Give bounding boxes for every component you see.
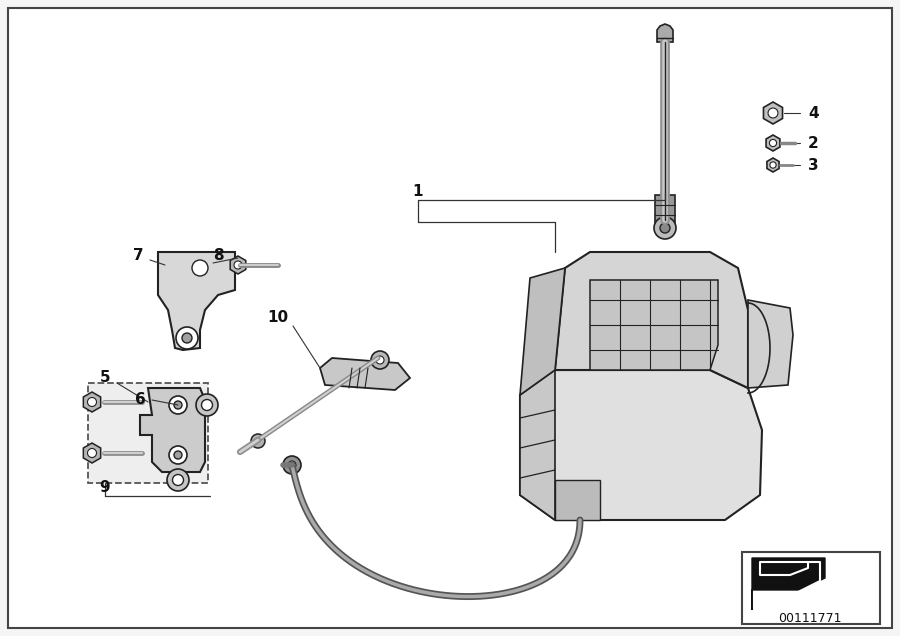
- Circle shape: [192, 260, 208, 276]
- Polygon shape: [84, 443, 101, 463]
- Polygon shape: [748, 300, 793, 388]
- Circle shape: [167, 469, 189, 491]
- Text: 3: 3: [808, 158, 819, 172]
- Circle shape: [173, 474, 184, 485]
- Circle shape: [169, 446, 187, 464]
- Polygon shape: [84, 392, 101, 412]
- Bar: [88, 383, 208, 483]
- Polygon shape: [763, 102, 782, 124]
- Polygon shape: [657, 24, 673, 42]
- Circle shape: [376, 356, 384, 364]
- Polygon shape: [555, 480, 600, 520]
- Text: 7: 7: [132, 247, 143, 263]
- Circle shape: [182, 333, 192, 343]
- Text: 9: 9: [100, 481, 111, 495]
- Circle shape: [176, 327, 198, 349]
- Polygon shape: [555, 252, 748, 388]
- Bar: [655, 195, 675, 225]
- Circle shape: [87, 448, 96, 457]
- Polygon shape: [158, 252, 235, 350]
- Circle shape: [169, 396, 187, 414]
- Circle shape: [660, 223, 670, 233]
- Circle shape: [174, 451, 182, 459]
- Circle shape: [234, 261, 242, 269]
- Polygon shape: [320, 358, 410, 390]
- Polygon shape: [520, 370, 762, 520]
- Circle shape: [174, 401, 182, 409]
- Polygon shape: [590, 280, 718, 370]
- Circle shape: [202, 399, 212, 410]
- Circle shape: [770, 162, 776, 168]
- Circle shape: [87, 398, 96, 406]
- Polygon shape: [520, 370, 555, 520]
- Circle shape: [371, 351, 389, 369]
- Text: 1: 1: [413, 184, 423, 200]
- Polygon shape: [230, 256, 246, 274]
- Text: 5: 5: [100, 371, 111, 385]
- Polygon shape: [766, 135, 780, 151]
- Circle shape: [283, 456, 301, 474]
- Text: 00111771: 00111771: [778, 611, 842, 625]
- Text: 8: 8: [212, 247, 223, 263]
- Text: 6: 6: [135, 392, 146, 408]
- Text: 2: 2: [808, 135, 819, 151]
- Circle shape: [251, 434, 265, 448]
- Circle shape: [196, 394, 218, 416]
- Circle shape: [288, 461, 296, 469]
- Circle shape: [768, 108, 778, 118]
- Text: 4: 4: [808, 106, 819, 120]
- Polygon shape: [752, 558, 825, 610]
- Circle shape: [770, 139, 777, 147]
- Polygon shape: [140, 388, 205, 472]
- Polygon shape: [520, 268, 565, 395]
- Polygon shape: [767, 158, 779, 172]
- Text: 10: 10: [267, 310, 289, 326]
- Circle shape: [654, 217, 676, 239]
- Bar: [742, 552, 880, 624]
